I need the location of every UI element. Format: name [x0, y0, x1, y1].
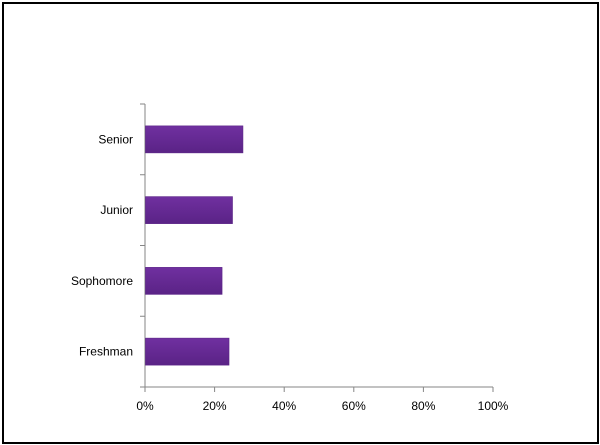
bar-chart: 0% 20% 40% 60% 80% 100% Freshman Sophomore Junio… — [71, 103, 509, 413]
bar-junior — [145, 196, 233, 224]
y-category-label: Senior — [98, 132, 133, 146]
bar-senior — [145, 125, 244, 154]
bar-freshman — [145, 337, 230, 366]
x-tick-label: 40% — [272, 399, 296, 413]
y-category-label: Junior — [100, 203, 133, 217]
x-tick-label: 60% — [342, 399, 366, 413]
bar-sophomore — [145, 267, 223, 295]
y-category-label: Freshman — [79, 345, 133, 359]
x-tick-label: 100% — [478, 399, 509, 413]
y-category-label: Sophomore — [71, 274, 133, 288]
x-tick-label: 80% — [411, 399, 435, 413]
x-tick-label: 0% — [136, 399, 154, 413]
x-tick-label: 20% — [203, 399, 227, 413]
